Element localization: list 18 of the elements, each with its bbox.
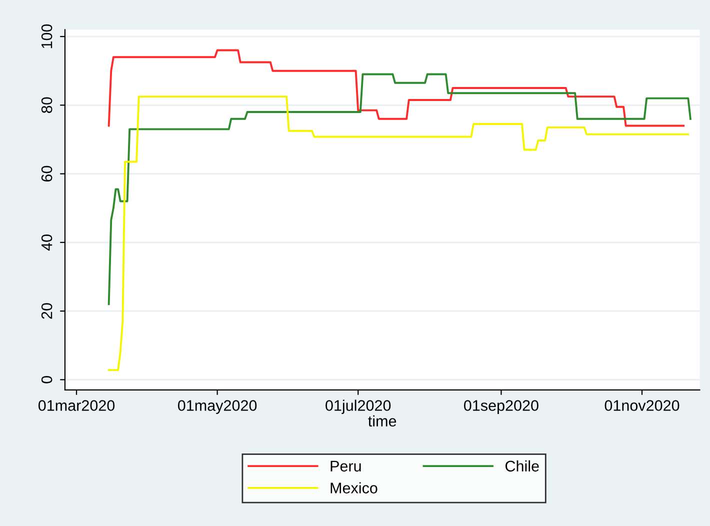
line-series — [108, 73, 692, 306]
x-tick-label: 01mar2020 — [38, 400, 115, 411]
x-tick-label: 01may2020 — [178, 400, 257, 414]
y-tick-label: 60 — [41, 166, 52, 182]
legend-label: Mexico — [330, 482, 378, 494]
x-axis-title: time — [368, 415, 396, 427]
legend-label: Peru — [330, 460, 361, 472]
y-tick-label: 20 — [41, 303, 52, 319]
line-series — [108, 49, 685, 127]
y-tick-label: 0 — [41, 376, 52, 384]
x-tick-label: 01jul2020 — [326, 400, 391, 414]
y-tick-label: 40 — [41, 234, 52, 251]
x-tick-label: 01sep2020 — [464, 400, 538, 414]
y-tick-label: 100 — [41, 24, 52, 48]
line-series — [108, 96, 690, 372]
legend-label: Chile — [506, 460, 539, 472]
y-tick-label: 80 — [41, 97, 52, 113]
x-tick-label: 01nov2020 — [604, 400, 680, 411]
